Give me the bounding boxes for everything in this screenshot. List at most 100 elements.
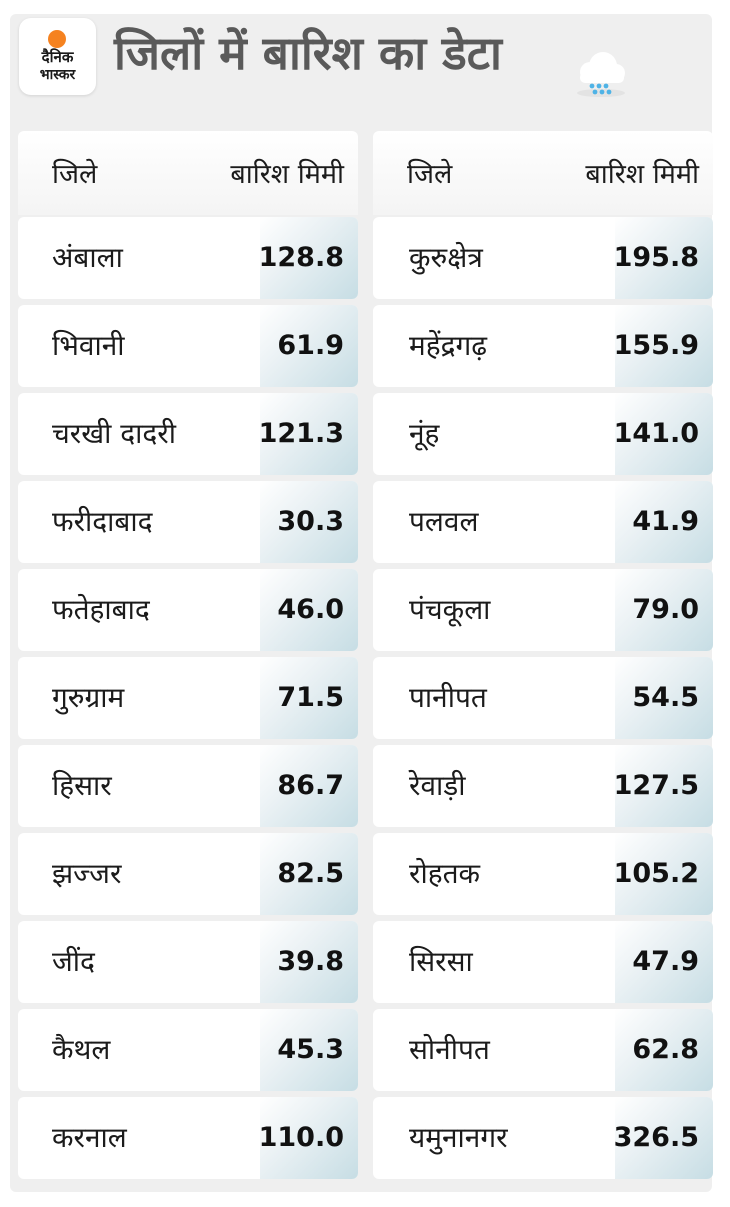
district-name: चरखी दादरी xyxy=(52,417,176,450)
table-row: फरीदाबाद 30.3 xyxy=(18,481,358,563)
table-row: भिवानी 61.9 xyxy=(18,305,358,387)
rainfall-cell: 195.8 xyxy=(613,217,713,299)
district-name: पानीपत xyxy=(409,681,487,714)
rainfall-value: 47.9 xyxy=(632,946,699,977)
table-row: झज्जर 82.5 xyxy=(18,833,358,915)
rainfall-cell: 141.0 xyxy=(613,393,713,475)
district-name: भिवानी xyxy=(52,329,125,362)
rainfall-value: 141.0 xyxy=(613,418,699,449)
table-row: पानीपत 54.5 xyxy=(373,657,713,739)
rainfall-cell: 105.2 xyxy=(613,833,713,915)
column-header-district: जिले xyxy=(52,159,98,190)
rainfall-value: 39.8 xyxy=(277,946,344,977)
table-row: रोहतक 105.2 xyxy=(373,833,713,915)
rainfall-cell: 128.8 xyxy=(258,217,358,299)
rainfall-value: 128.8 xyxy=(258,242,344,273)
rainfall-value: 41.9 xyxy=(632,506,699,537)
page-title: जिलों में बारिश का डेटा xyxy=(114,26,502,80)
district-name: अंबाला xyxy=(52,241,123,274)
rainfall-value: 46.0 xyxy=(277,594,344,625)
column-header-rain: बारिश मिमी xyxy=(230,159,344,190)
table-header: जिले बारिश मिमी xyxy=(373,131,713,215)
district-name: जींद xyxy=(52,945,95,978)
district-name: नूंह xyxy=(409,417,440,450)
rainfall-value: 62.8 xyxy=(632,1034,699,1065)
district-name: कैथल xyxy=(52,1033,111,1066)
rainfall-cell: 127.5 xyxy=(613,745,713,827)
rainfall-value: 326.5 xyxy=(613,1122,699,1153)
column-header-district: जिले xyxy=(407,159,453,190)
rainfall-cell: 79.0 xyxy=(615,569,713,651)
table-row: अंबाला 128.8 xyxy=(18,217,358,299)
rainfall-cell: 41.9 xyxy=(615,481,713,563)
district-name: पंचकूला xyxy=(409,593,491,626)
table-row: सिरसा 47.9 xyxy=(373,921,713,1003)
rain-cloud-icon xyxy=(577,52,625,97)
rainfall-cell: 45.3 xyxy=(260,1009,358,1091)
rainfall-value: 86.7 xyxy=(277,770,344,801)
table-row: महेंद्रगढ़ 155.9 xyxy=(373,305,713,387)
table-row: चरखी दादरी 121.3 xyxy=(18,393,358,475)
district-name: गुरुग्राम xyxy=(52,681,125,714)
right-table: जिले बारिश मिमी कुरुक्षेत्र 195.8 महेंद्रग… xyxy=(373,131,713,1179)
rainfall-cell: 47.9 xyxy=(615,921,713,1003)
table-row: गुरुग्राम 71.5 xyxy=(18,657,358,739)
district-name: यमुनानगर xyxy=(409,1121,508,1154)
rainfall-cell: 54.5 xyxy=(615,657,713,739)
rainfall-value: 127.5 xyxy=(613,770,699,801)
rainfall-value: 30.3 xyxy=(277,506,344,537)
rainfall-cell: 62.8 xyxy=(615,1009,713,1091)
rainfall-value: 71.5 xyxy=(277,682,344,713)
rainfall-cell: 155.9 xyxy=(613,305,713,387)
rainfall-value: 79.0 xyxy=(632,594,699,625)
rainfall-value: 45.3 xyxy=(277,1034,344,1065)
column-header-rain: बारिश मिमी xyxy=(585,159,699,190)
rainfall-cell: 46.0 xyxy=(260,569,358,651)
left-table: जिले बारिश मिमी अंबाला 128.8 भिवानी 61.9 चरख… xyxy=(18,131,358,1179)
district-name: फरीदाबाद xyxy=(52,505,153,538)
table-row: रेवाड़ी 127.5 xyxy=(373,745,713,827)
table-row: नूंह 141.0 xyxy=(373,393,713,475)
table-row: फतेहाबाद 46.0 xyxy=(18,569,358,651)
table-row: सोनीपत 62.8 xyxy=(373,1009,713,1091)
district-name: पलवल xyxy=(409,505,479,538)
district-name: फतेहाबाद xyxy=(52,593,150,626)
table-header: जिले बारिश मिमी xyxy=(18,131,358,215)
logo-text-line2: भास्कर xyxy=(39,67,76,83)
district-name: झज्जर xyxy=(52,857,122,890)
rainfall-value: 110.0 xyxy=(258,1122,344,1153)
rainfall-value: 54.5 xyxy=(632,682,699,713)
rainfall-cell: 71.5 xyxy=(260,657,358,739)
rainfall-cell: 121.3 xyxy=(258,393,358,475)
table-row: कुरुक्षेत्र 195.8 xyxy=(373,217,713,299)
district-name: हिसार xyxy=(52,769,112,802)
table-row: जींद 39.8 xyxy=(18,921,358,1003)
rainfall-cell: 110.0 xyxy=(258,1097,358,1179)
district-name: करनाल xyxy=(52,1121,127,1154)
rainfall-value: 105.2 xyxy=(613,858,699,889)
district-name: महेंद्रगढ़ xyxy=(409,329,488,362)
table-row: पलवल 41.9 xyxy=(373,481,713,563)
rainfall-cell: 86.7 xyxy=(260,745,358,827)
table-row: पंचकूला 79.0 xyxy=(373,569,713,651)
logo-text-line1: दैनिक xyxy=(41,48,74,66)
rainfall-value: 61.9 xyxy=(277,330,344,361)
district-name: रोहतक xyxy=(409,857,481,890)
rainfall-cell: 61.9 xyxy=(260,305,358,387)
district-name: कुरुक्षेत्र xyxy=(409,241,483,274)
rainfall-value: 195.8 xyxy=(613,242,699,273)
dainik-bhaskar-logo: दैनिक भास्कर xyxy=(19,18,96,95)
table-row: कैथल 45.3 xyxy=(18,1009,358,1091)
district-name: रेवाड़ी xyxy=(409,769,466,802)
rainfall-value: 155.9 xyxy=(613,330,699,361)
district-name: सोनीपत xyxy=(409,1033,490,1066)
rainfall-value: 121.3 xyxy=(258,418,344,449)
rainfall-cell: 39.8 xyxy=(260,921,358,1003)
logo-sun-icon xyxy=(48,30,66,48)
rainfall-cell: 326.5 xyxy=(613,1097,713,1179)
rainfall-cell: 30.3 xyxy=(260,481,358,563)
table-row: यमुनानगर 326.5 xyxy=(373,1097,713,1179)
rainfall-value: 82.5 xyxy=(277,858,344,889)
table-row: हिसार 86.7 xyxy=(18,745,358,827)
rainfall-cell: 82.5 xyxy=(260,833,358,915)
